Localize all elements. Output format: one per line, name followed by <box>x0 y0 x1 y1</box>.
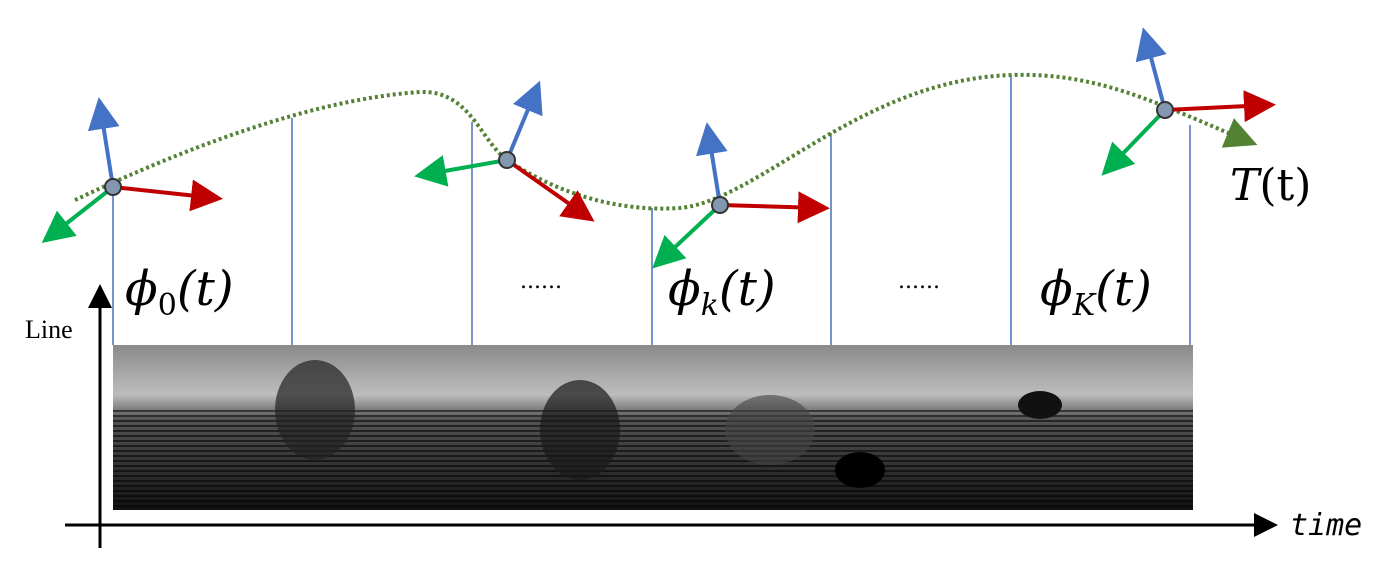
depth-image <box>113 345 1193 510</box>
pose-frames <box>41 27 1276 269</box>
segment-label: ϕ0(t) <box>125 261 234 323</box>
label-part: K <box>1072 288 1097 323</box>
segment-labels: ϕ0(t) ...... ϕk(t) ...... ϕK(t) <box>125 261 1152 323</box>
label-part: ϕ <box>1040 261 1073 317</box>
label-part: ϕ <box>125 261 158 317</box>
label-part: (t) <box>177 261 234 317</box>
label-part: (t) <box>1259 160 1311 211</box>
ellipsis: ...... <box>898 269 940 294</box>
x-axis-label: time <box>1290 508 1362 543</box>
label-part: (t) <box>1095 261 1152 317</box>
trajectory-curve <box>74 72 1258 211</box>
label-part: (t) <box>719 261 776 317</box>
trajectory-label: T(t) <box>1230 160 1311 211</box>
label-part: 0 <box>158 288 177 323</box>
label-part: k <box>701 288 719 323</box>
label-part: T <box>1230 160 1263 211</box>
label-part: ϕ <box>668 261 701 317</box>
segment-label: ϕK(t) <box>1040 261 1152 323</box>
axes <box>65 284 1278 548</box>
ellipsis: ...... <box>520 269 562 294</box>
segment-boundaries <box>112 75 1191 345</box>
y-axis-label: Line <box>25 315 73 344</box>
segment-label: ϕk(t) <box>668 261 776 323</box>
